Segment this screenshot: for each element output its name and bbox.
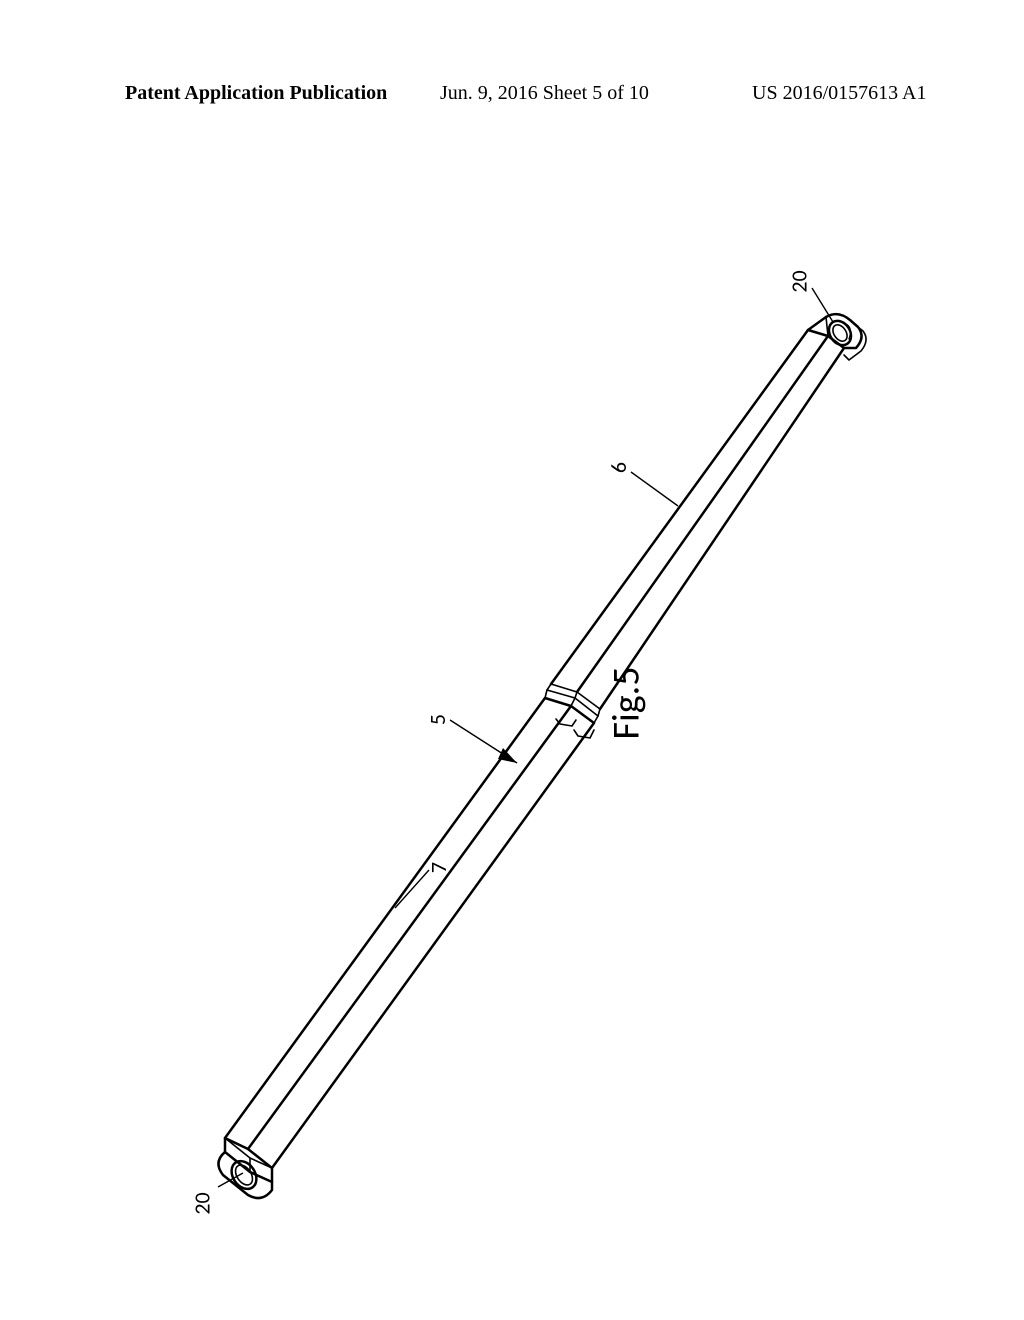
ref-20-top: 20 xyxy=(786,270,813,292)
figure-svg xyxy=(0,150,1024,1250)
ref-6: 6 xyxy=(605,462,632,473)
page-container: Patent Application Publication Jun. 9, 2… xyxy=(0,0,1024,1320)
header-right: US 2016/0157613 A1 xyxy=(752,82,926,105)
figure-area: 20 6 5 7 20 Fig.5 xyxy=(0,150,1024,1250)
ref-5: 5 xyxy=(424,714,451,725)
ref-20-bottom: 20 xyxy=(189,1192,216,1214)
header-center: Jun. 9, 2016 Sheet 5 of 10 xyxy=(440,82,649,105)
ref-7: 7 xyxy=(425,862,452,873)
page-header: Patent Application Publication Jun. 9, 2… xyxy=(0,82,1024,112)
header-left: Patent Application Publication xyxy=(125,82,387,105)
figure-label: Fig.5 xyxy=(603,667,649,740)
